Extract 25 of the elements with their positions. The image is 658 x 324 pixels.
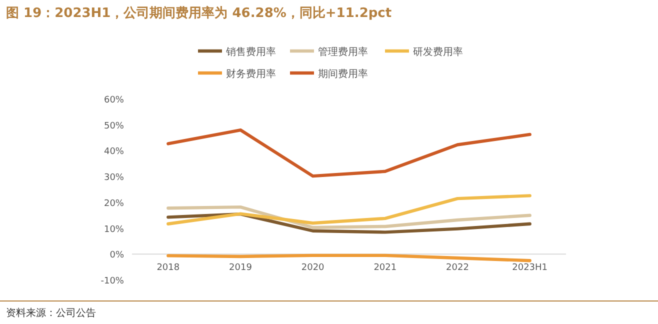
legend-label: 财务费用率 bbox=[226, 68, 276, 80]
legend-label: 管理费用率 bbox=[318, 46, 368, 58]
chart-title: 图 19：2023H1，公司期间费用率为 46.28%，同比+11.2pct bbox=[6, 5, 392, 21]
line-series bbox=[166, 205, 532, 230]
line-series bbox=[166, 128, 532, 178]
y-tick-label: 20% bbox=[104, 198, 124, 209]
y-tick-label: 50% bbox=[104, 121, 124, 132]
x-tick-label: 2019 bbox=[229, 263, 252, 274]
y-tick-label: 10% bbox=[104, 224, 124, 235]
x-tick-label: 2018 bbox=[156, 263, 180, 274]
y-tick-label: 0% bbox=[110, 250, 124, 261]
text: 资料来源：公司公告 bbox=[6, 307, 96, 319]
y-tick-label: -10% bbox=[100, 276, 124, 286]
y-tick-label: 30% bbox=[104, 173, 124, 184]
line-series bbox=[166, 194, 532, 226]
y-tick-label: 40% bbox=[104, 147, 124, 158]
x-tick-label: 2022 bbox=[446, 263, 469, 274]
legend-label: 期间费用率 bbox=[318, 68, 368, 80]
x-tick-label: 2020 bbox=[301, 263, 325, 274]
line-series bbox=[166, 212, 532, 234]
legend-label: 销售费用率 bbox=[225, 46, 276, 58]
y-tick-label: 60% bbox=[104, 96, 124, 106]
x-tick-label: 2023H1 bbox=[512, 263, 548, 274]
legend-label: 研发费用率 bbox=[413, 46, 463, 58]
x-tick-label: 2021 bbox=[374, 263, 397, 274]
